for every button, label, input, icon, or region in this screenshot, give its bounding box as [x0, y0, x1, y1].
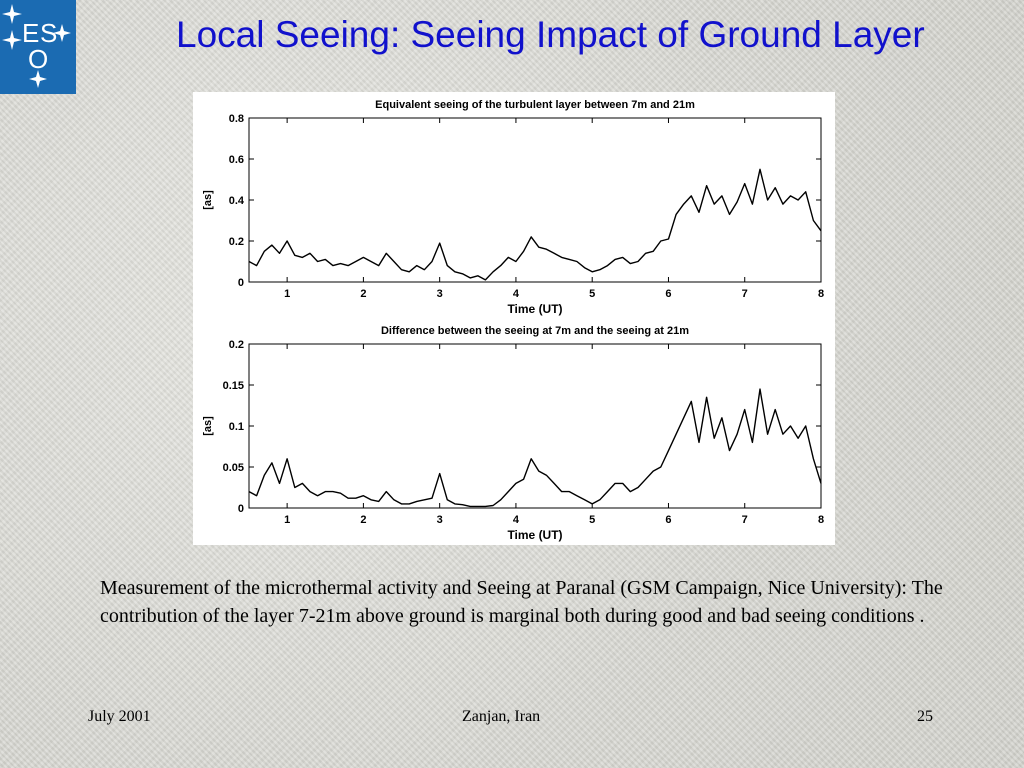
chart-panel: Equivalent seeing of the turbulent layer… [193, 92, 835, 545]
chart-1: Equivalent seeing of the turbulent layer… [202, 99, 824, 316]
plot-frame [248, 343, 822, 509]
x-tick-label: 3 [437, 514, 443, 526]
series-line [248, 168, 822, 281]
x-tick-label: 6 [665, 288, 671, 300]
y-tick-label: 0.6 [229, 154, 244, 166]
chart-2: Difference between the seeing at 7m and … [202, 325, 824, 542]
x-tick-label: 4 [513, 288, 520, 300]
y-tick-label: 0.15 [223, 380, 244, 392]
x-tick-label: 2 [360, 514, 366, 526]
x-tick-label: 1 [284, 288, 290, 300]
x-tick-label: 6 [665, 514, 671, 526]
logo-letter-e: E [22, 18, 39, 48]
series-line [248, 388, 822, 508]
seeing-charts: Equivalent seeing of the turbulent layer… [202, 99, 824, 542]
chart-title: Difference between the seeing at 7m and … [381, 325, 689, 337]
y-tick-label: 0.1 [229, 421, 244, 433]
footer-date: July 2001 [88, 708, 151, 725]
footer-location: Zanjan, Iran [462, 708, 541, 725]
star-icon [2, 4, 22, 24]
x-tick-label: 2 [360, 288, 366, 300]
x-tick-label: 8 [818, 514, 824, 526]
x-tick-label: 5 [589, 288, 595, 300]
star-icon [2, 30, 22, 50]
x-tick-label: 1 [284, 514, 290, 526]
x-tick-label: 3 [437, 288, 443, 300]
eso-logo-graphic: E S O [0, 0, 76, 94]
y-tick-label: 0 [238, 503, 244, 515]
y-tick-label: 0 [238, 277, 244, 289]
x-tick-label: 8 [818, 288, 824, 300]
chart-title: Equivalent seeing of the turbulent layer… [375, 99, 695, 111]
x-tick-label: 7 [742, 288, 748, 300]
star-icon [53, 24, 71, 42]
footer-page-number: 25 [917, 708, 933, 725]
star-icon [29, 70, 47, 88]
slide-caption: Measurement of the microthermal activity… [100, 577, 943, 627]
slide-title: Local Seeing: Seeing Impact of Ground La… [176, 14, 925, 55]
y-axis-label: [as] [202, 190, 214, 210]
y-tick-label: 0.2 [229, 339, 244, 351]
y-tick-label: 0.05 [223, 462, 244, 474]
plot-frame [248, 117, 822, 283]
x-tick-label: 7 [742, 514, 748, 526]
y-tick-label: 0.8 [229, 113, 244, 125]
logo-letter-o: O [28, 44, 48, 74]
x-tick-label: 4 [513, 514, 520, 526]
y-tick-label: 0.4 [229, 195, 245, 207]
y-axis-label: [as] [202, 416, 214, 436]
eso-logo: E S O [0, 0, 76, 94]
logo-letter-s: S [40, 18, 57, 48]
x-axis-label: Time (UT) [507, 528, 562, 542]
y-tick-label: 0.2 [229, 236, 244, 248]
x-axis-label: Time (UT) [507, 302, 562, 316]
x-tick-label: 5 [589, 514, 595, 526]
